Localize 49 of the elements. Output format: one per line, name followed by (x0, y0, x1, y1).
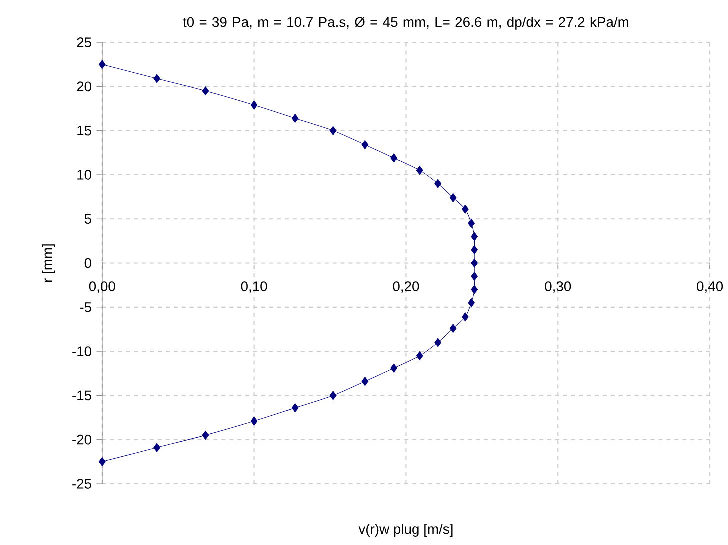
y-tick-label: -20 (72, 434, 92, 445)
point (250, 416, 258, 426)
point (362, 140, 369, 150)
point (450, 324, 457, 334)
point (98, 457, 106, 466)
chart-title: t0 = 39 Pa, m = 10.7 Pa.s, Ø = 45 mm, L= 26.6 m, dp/dx = 27.2 kPa/m (183, 16, 628, 30)
y-axis-title: r [mm] (42, 244, 56, 282)
y-tick-label: 5 (84, 214, 92, 224)
point (471, 285, 478, 294)
point (390, 364, 398, 373)
x-tick-label: 0,10 (241, 282, 268, 293)
x-tick-label: 0,30 (545, 282, 572, 293)
point (468, 298, 475, 308)
point (292, 114, 299, 123)
point (462, 204, 469, 214)
x-tick-label: 0,40 (697, 282, 724, 293)
y-tick-label: -5 (80, 302, 92, 312)
y-tick-label: 0 (84, 258, 92, 268)
y-tick-label: 10 (78, 170, 92, 180)
x-axis-title: v(r)w plug [m/s] (358, 524, 453, 537)
point (390, 154, 398, 163)
y-tick-label: -10 (72, 346, 92, 356)
point (471, 272, 478, 281)
point (362, 376, 369, 386)
point (471, 258, 478, 268)
point (202, 430, 210, 440)
point (202, 86, 210, 96)
y-tick-label: 20 (77, 82, 92, 92)
point (434, 179, 442, 188)
point (154, 443, 161, 452)
point (416, 166, 424, 175)
point (250, 100, 258, 110)
point (462, 312, 469, 322)
y-tick-label: -15 (72, 390, 92, 400)
point (450, 193, 457, 202)
point (330, 126, 337, 136)
point (98, 60, 106, 70)
point (434, 338, 442, 348)
point (154, 74, 161, 84)
point (468, 218, 475, 228)
point (292, 403, 299, 412)
point (330, 391, 337, 400)
x-tick-label: 0,20 (393, 282, 420, 293)
point (471, 232, 478, 242)
point (471, 245, 478, 254)
y-tick-label: 25 (77, 38, 92, 48)
y-tick-label: 15 (78, 126, 92, 136)
point (416, 351, 424, 360)
y-tick-label: -25 (72, 479, 92, 489)
